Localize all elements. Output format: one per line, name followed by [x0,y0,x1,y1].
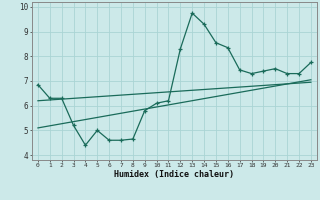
X-axis label: Humidex (Indice chaleur): Humidex (Indice chaleur) [115,170,234,179]
